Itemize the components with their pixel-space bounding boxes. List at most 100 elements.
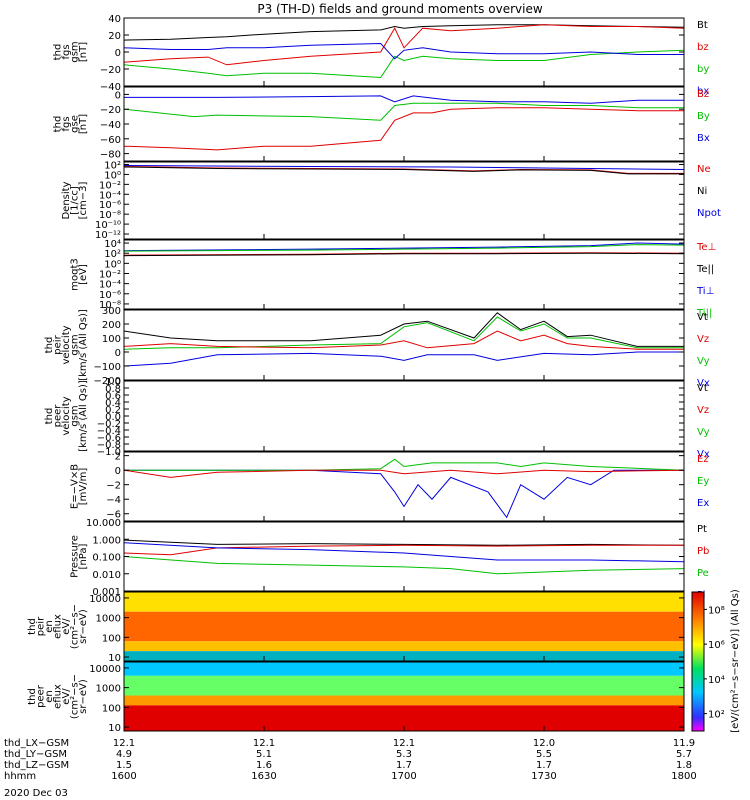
- y-tick-label: 100: [102, 633, 121, 644]
- legend-entry: By: [697, 111, 710, 122]
- y-axis-label: (cm²−s−: [70, 674, 81, 719]
- footer-value: 5.5: [536, 749, 552, 760]
- legend-entry: bz: [697, 42, 709, 53]
- y-tick-label: 1.000: [92, 535, 121, 546]
- y-tick-label: −2: [106, 481, 121, 492]
- series-line-2: [123, 330, 684, 350]
- y-axis-label: moqt3: [70, 258, 81, 291]
- y-axis-label: [1/cc]: [70, 186, 81, 215]
- footer-value: 1.7: [536, 760, 552, 771]
- y-tick-label: 10: [108, 723, 121, 734]
- y-axis-label: eV/: [61, 688, 72, 705]
- y-axis-label: en: [44, 690, 55, 703]
- footer-value: 1.8: [676, 760, 692, 771]
- colorbar-tick-label: 10⁶: [708, 640, 725, 651]
- y-axis-label: sr−eV): [78, 609, 89, 644]
- panel-pressure: 10.000 1.000 0.100 0.010 0.001 Pressure[nPa] P…: [70, 518, 710, 601]
- legend-entry: Vx: [697, 449, 710, 460]
- footer-value: 1.6: [256, 760, 272, 771]
- footer-value: 12.1: [113, 738, 135, 749]
- y-axis-label: thd: [44, 408, 55, 425]
- series-line-2: [123, 542, 685, 563]
- y-tick-label: 10⁻⁶: [99, 200, 121, 211]
- legend-entry: Pb: [697, 546, 709, 557]
- y-tick-label: 10⁻¹⁰: [95, 220, 121, 231]
- panel-frame: [123, 521, 685, 592]
- y-tick-label: 10⁰: [104, 259, 121, 270]
- series-line-0: [123, 242, 685, 252]
- legend-entry: Te||: [696, 264, 714, 275]
- y-tick-label: 0.2: [105, 405, 121, 416]
- y-axis-label: E=−V×B: [70, 464, 81, 509]
- series-line-1: [123, 244, 685, 252]
- legend-entry: Bz: [697, 89, 709, 100]
- series-line-3: [123, 42, 684, 60]
- legend-entry: Vy: [697, 427, 710, 438]
- y-axis-label: (cm²−s−: [70, 604, 81, 649]
- y-tick-label: 0.001: [92, 587, 121, 598]
- y-tick-label: 0: [115, 48, 121, 59]
- panel-peer-velocity: 1.00.80.60.40.20.0−0.2−0.4−0.6−0.8−1.0 th…: [44, 377, 710, 460]
- y-tick-label: −40: [100, 120, 121, 131]
- legend-entry: Pe: [697, 568, 709, 579]
- y-axis-label: velocity: [61, 396, 72, 435]
- footer-value: 1.5: [116, 760, 132, 771]
- y-tick-label: 100: [102, 703, 121, 714]
- y-tick-label: 10000: [89, 664, 121, 675]
- y-tick-label: −20: [100, 65, 121, 76]
- spectrogram-band-0: [124, 592, 684, 612]
- legend-entry: Vz: [697, 334, 709, 345]
- y-axis-label: [km/s (All Qs)]: [78, 380, 89, 452]
- y-axis-label: eflux: [53, 614, 64, 639]
- footer: thd_LX−GSM 12.1 12.1 12.1 12.0 11.9 thd_LY−GSM…: [4, 738, 697, 782]
- y-axis-label: thd: [53, 44, 64, 61]
- y-axis-label: peer: [36, 684, 47, 708]
- y-axis-label: [nT]: [78, 42, 89, 62]
- y-tick-label: −0.8: [97, 440, 121, 451]
- legend-entry: Npot: [697, 208, 721, 219]
- colorbar: 10⁸ 10⁶ 10⁴ 10² [eV/(cm²−s−sr−eV)] (All Qs): [691, 589, 741, 733]
- series-line-0: [123, 165, 685, 170]
- colorbar-scale: [691, 591, 705, 732]
- y-axis-label: fgs: [61, 44, 72, 59]
- footer-value: 1700: [391, 771, 416, 782]
- y-tick-label: 10⁻⁸: [99, 210, 121, 221]
- y-tick-label: −0.2: [97, 419, 121, 430]
- legend-entry: Pt: [697, 524, 707, 535]
- y-axis-label: [mV/m]: [78, 468, 89, 506]
- y-tick-label: 10000: [89, 594, 121, 605]
- y-tick-label: 10: [108, 653, 121, 664]
- series-line-3: [123, 556, 685, 575]
- y-axis-label: Density: [61, 181, 72, 219]
- footer-value: 1800: [671, 771, 696, 782]
- footer-value: 5.3: [396, 749, 412, 760]
- series-line-2: [123, 166, 684, 175]
- y-tick-label: −4: [106, 495, 121, 506]
- y-tick-label: 0.100: [92, 553, 121, 564]
- y-axis-label: [nPa]: [78, 543, 89, 569]
- footer-value: 1630: [251, 771, 276, 782]
- y-tick-label: 10⁻⁴: [99, 190, 121, 201]
- y-tick-label: 0.0: [105, 412, 121, 423]
- y-tick-label: 10²: [104, 249, 121, 260]
- y-tick-label: −200: [94, 376, 121, 387]
- series-line-0: [124, 469, 684, 519]
- legend-entry: Ni: [697, 186, 707, 197]
- footer-row-label: hhmm: [4, 771, 36, 782]
- legend-entry: Vt: [697, 383, 708, 394]
- y-axis-label: thd: [27, 688, 38, 705]
- colorbar-tick-label: 10²: [708, 710, 725, 721]
- y-tick-label: 0.6: [105, 391, 121, 402]
- y-axis-label: eflux: [53, 684, 64, 709]
- y-axis-label: [cm−3]: [78, 182, 89, 220]
- y-tick-label: 1000: [96, 614, 121, 625]
- footer-value: 1730: [531, 771, 556, 782]
- y-axis-label: thd: [53, 116, 64, 133]
- footer-value: 5.1: [256, 749, 272, 760]
- y-axis-label: fgs: [61, 116, 72, 131]
- spectrogram-band-0: [124, 662, 684, 676]
- y-tick-label: 10²: [104, 160, 121, 171]
